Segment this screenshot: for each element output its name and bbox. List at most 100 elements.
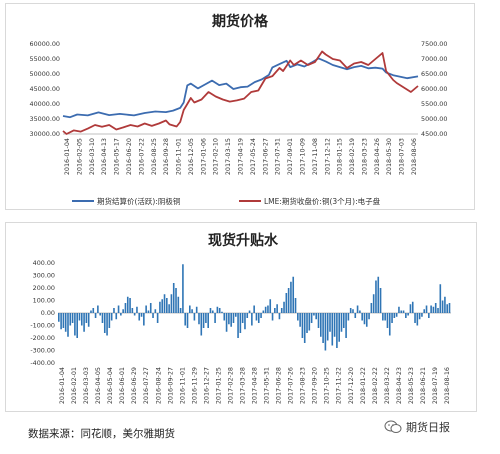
x-tick-label: 2016-06-29 [130, 367, 138, 404]
bar [172, 283, 175, 313]
x-tick-label: 2018-05-30 [385, 138, 393, 175]
bar [336, 313, 338, 348]
bar [257, 313, 260, 323]
bar [168, 304, 170, 313]
x-tick-label: 2016-11-29 [190, 367, 198, 404]
bar [161, 299, 164, 313]
x-tick-label: 2018-06-21 [419, 367, 427, 404]
bar [400, 310, 403, 313]
y-tick-label-right: 5500.00 [421, 100, 447, 108]
bar [58, 313, 60, 322]
bar [140, 313, 143, 317]
x-tick-label: 2016-03-10 [88, 138, 96, 175]
bar [313, 313, 315, 316]
x-tick-label: 2018-07-03 [398, 138, 406, 175]
x-tick-label: 2017-05-24 [249, 138, 257, 175]
x-tick-label: 2017-07-26 [287, 367, 295, 404]
bar [255, 313, 258, 321]
bar [149, 303, 152, 313]
x-tick-label: 2018-02-22 [371, 367, 379, 404]
x-tick-label: 2018-04-23 [395, 367, 403, 404]
bar [62, 313, 65, 328]
bar [152, 313, 154, 318]
bar [133, 313, 136, 316]
y-tick-label-left: 30000.00 [30, 130, 61, 138]
x-tick-label: 2016-04-05 [94, 367, 102, 404]
x-tick-label: 2016-04-13 [100, 138, 108, 175]
x-tick-label: 2016-06-01 [118, 367, 126, 404]
bar [166, 298, 168, 313]
x-tick-label: 2016-08-25 [150, 138, 158, 175]
bar [395, 313, 398, 317]
bar [448, 303, 451, 313]
x-tick-label: 2017-08-23 [299, 367, 307, 404]
bar [193, 313, 196, 321]
x-tick-label: 2016-12-27 [202, 367, 210, 404]
x-tick-label: 2016-09-27 [166, 367, 174, 404]
bar [446, 304, 449, 313]
bar [354, 313, 357, 318]
bar [315, 313, 318, 320]
bar [269, 299, 272, 313]
x-tick-label: 2018-08-06 [410, 138, 418, 175]
bar [349, 308, 352, 313]
y-tick-label: -300.00 [30, 347, 55, 355]
bar [333, 313, 336, 337]
x-tick-label: 2016-03-03 [82, 367, 90, 404]
bar [370, 303, 373, 313]
bar [379, 288, 382, 313]
bar [60, 313, 62, 330]
bar [97, 305, 99, 313]
bar [317, 313, 320, 328]
y-tick-label-right: 6500.00 [421, 70, 447, 78]
x-tick-label: 2018-01-22 [359, 367, 367, 404]
bar [338, 313, 340, 342]
bar [402, 310, 405, 313]
bar [377, 276, 380, 313]
bar [202, 313, 205, 328]
bar [329, 313, 331, 332]
bar [76, 313, 78, 338]
bar [106, 313, 108, 336]
bar [154, 309, 157, 313]
bar [103, 313, 106, 333]
bar [138, 313, 141, 321]
bar [391, 313, 393, 323]
bar [195, 306, 198, 313]
x-tick-label: 2017-02-10 [212, 138, 220, 175]
bar [124, 303, 127, 313]
y-tick-label: -100.00 [30, 322, 55, 330]
series-line-2 [62, 50, 419, 135]
x-tick-label: 2018-07-19 [431, 367, 439, 404]
bar [421, 313, 423, 317]
bar [340, 313, 343, 332]
bar [301, 313, 304, 338]
bar [414, 313, 416, 323]
spot-premium-chart-panel: 现货升贴水 400.00 300.00 200.00 100.00 0.00 -100.0… [5, 222, 477, 412]
bar [308, 313, 311, 331]
x-tick-label: 2016-11-01 [178, 367, 186, 404]
bar [356, 305, 359, 313]
bar [274, 308, 276, 313]
y-tick-label-right: 6000.00 [421, 85, 447, 93]
bar [131, 308, 134, 313]
x-tick-label: 2017-05-31 [263, 367, 271, 404]
bar [260, 313, 262, 318]
bar [85, 313, 88, 323]
x-tick-label: 2016-05-04 [106, 367, 114, 404]
bar [191, 309, 193, 313]
x-tick-label: 2018-04-26 [373, 138, 381, 175]
y-tick-label-right: 7000.00 [421, 55, 447, 63]
bar [278, 313, 281, 320]
bar [74, 313, 76, 336]
x-tick-label: 2016-01-04 [58, 367, 66, 404]
bar [439, 284, 442, 313]
bar [163, 294, 166, 313]
bar [303, 313, 306, 343]
bar [359, 310, 361, 313]
bar [423, 309, 426, 313]
x-tick-label: 2016-08-24 [154, 367, 162, 404]
bar [365, 313, 368, 327]
bar [264, 306, 267, 313]
legend-label-series-1: 期货结算价(活跃):阴极铜 [97, 196, 180, 206]
